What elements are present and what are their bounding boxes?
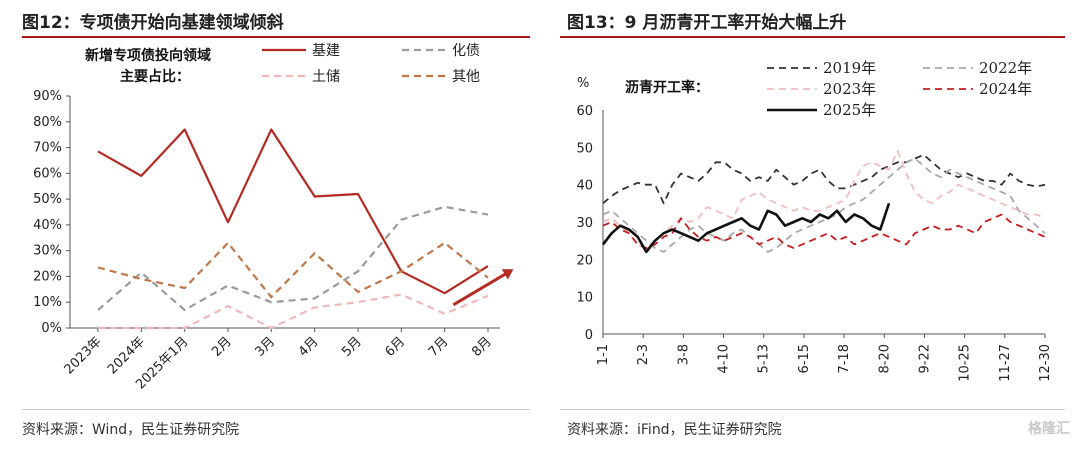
legend-label-5: 2025年 — [823, 101, 876, 119]
left-chart: 0% 10% 20% 30% 40% 50% 60% 70% 80% 90% 2023年 2024年 2… — [33, 42, 514, 392]
left-source-rule — [22, 409, 530, 410]
series-line-2 — [602, 157, 1046, 253]
x-tick-label: 1-1 — [596, 344, 611, 365]
x-tick-label: 10-25 — [958, 344, 973, 382]
y-tick-label: 40 — [576, 179, 593, 194]
x-tick-label: 4-10 — [717, 344, 732, 374]
series-line-4 — [602, 213, 1046, 250]
x-tick-label: 4月 — [296, 334, 322, 360]
y-tick-label: 70% — [33, 141, 62, 156]
y-tick-label: 10 — [576, 291, 593, 306]
y-tick-label: 20% — [33, 269, 62, 284]
x-tick-label: 7月 — [426, 334, 452, 360]
x-tick-label: 2-3 — [636, 344, 651, 365]
series-line-1 — [97, 128, 489, 295]
x-tick-label: 7-18 — [837, 344, 852, 374]
x-tick-label: 5月 — [339, 334, 365, 360]
right-panel: 图13：9 月沥青开工率开始大幅上升 0 10 20 30 40 50 60% 1-1 2-3 3… — [545, 0, 1080, 450]
series-line-3 — [602, 150, 1046, 250]
series-line-3 — [98, 293, 489, 330]
series-line-1 — [602, 153, 1046, 205]
x-tick-label: 8-20 — [877, 344, 892, 374]
legend-heading-line2: 主要占比： — [120, 68, 190, 85]
x-tick-label: 3月 — [253, 334, 279, 360]
y-tick-label: 30 — [576, 216, 593, 231]
x-tick-label: 12-30 — [1038, 344, 1053, 382]
y-tick-label: 50 — [576, 141, 593, 156]
watermark-logo: 格隆汇 — [1028, 421, 1070, 437]
legend-label-4: 2024年 — [979, 80, 1032, 98]
x-tick-label: 2月 — [209, 334, 235, 360]
y-unit-label: % — [577, 76, 589, 91]
y-tick-label: 80% — [33, 115, 62, 130]
legend-label-2: 化债 — [452, 43, 480, 59]
right-panel-title: 图13：9 月沥青开工率开始大幅上升 — [567, 13, 847, 33]
y-tick-label: 60% — [33, 166, 62, 181]
left-source: 资料来源：Wind，民生证券研究院 — [22, 422, 240, 438]
chart-annotation: 沥青开工率： — [625, 79, 709, 96]
left-title-rule — [22, 36, 530, 38]
x-tick-label: 6-15 — [797, 344, 812, 374]
left-panel: 图12：专项债开始向基建领域倾斜 0% 10% 20% 30% 40% 50% 60% 70%… — [22, 13, 530, 438]
x-tick-label: 3-8 — [676, 344, 691, 365]
y-tick-label: 50% — [33, 192, 62, 207]
series-line-5 — [601, 202, 891, 254]
x-tick-label: 2023年 — [62, 334, 105, 377]
legend-label-1: 基建 — [312, 42, 340, 59]
trend-arrow-shaft — [452, 269, 511, 307]
x-tick-label: 6月 — [383, 334, 409, 360]
y-tick-label: 20 — [576, 253, 593, 268]
right-chart: 0 10 20 30 40 50 60% 1-1 2-3 3-8 4-10 5-13 6-15 7-18 8… — [576, 59, 1053, 382]
x-tick-label: 5-13 — [757, 344, 772, 374]
series-line-4 — [97, 241, 489, 299]
y-tick-label: 0 — [585, 328, 593, 343]
legend-label-1: 2019年 — [823, 59, 876, 77]
x-tick-label: 9-22 — [917, 344, 932, 374]
y-tick-label: 60 — [576, 104, 593, 119]
y-tick-label: 0% — [41, 321, 62, 336]
legend-heading-line1: 新增专项债投向领域 — [85, 47, 211, 64]
y-tick-label: 90% — [33, 89, 62, 104]
legend-label-3: 土储 — [312, 69, 340, 85]
legend-label-3: 2023年 — [823, 80, 876, 98]
x-tick-label: 11-27 — [998, 344, 1013, 382]
left-panel-title: 图12：专项债开始向基建领域倾斜 — [22, 13, 284, 33]
right-source: 资料来源：iFind，民生证券研究院 — [567, 422, 782, 438]
y-tick-label: 10% — [33, 295, 62, 310]
y-tick-label: 40% — [33, 218, 62, 233]
trend-arrow-head — [501, 269, 514, 280]
right-title-rule — [560, 36, 1065, 38]
x-tick-label: 8月 — [469, 334, 495, 360]
legend-label-4: 其他 — [452, 69, 480, 85]
legend-label-2: 2022年 — [979, 59, 1032, 77]
x-tick-label: 2024年 — [105, 334, 148, 377]
right-source-rule — [560, 409, 1065, 410]
series-line-2 — [97, 205, 489, 312]
y-tick-label: 30% — [33, 244, 62, 259]
